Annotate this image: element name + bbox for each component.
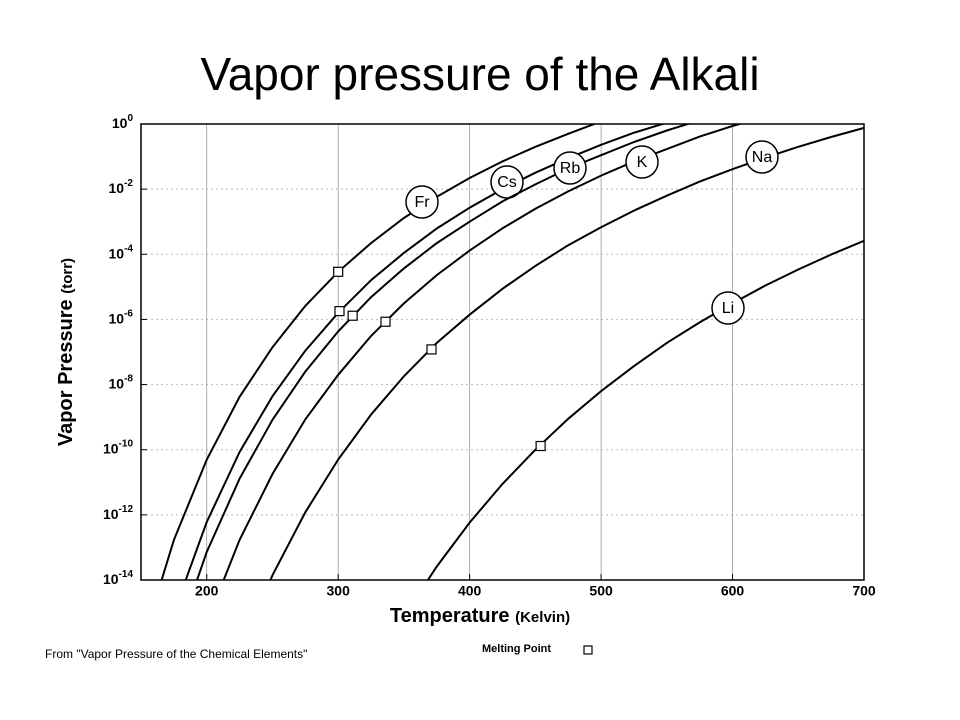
y-tick-base: 10 xyxy=(112,115,128,131)
y-tick-base: 10 xyxy=(103,440,119,456)
y-tick-label: 100 xyxy=(112,113,134,131)
y-tick-base: 10 xyxy=(109,245,125,261)
series-line xyxy=(222,124,744,580)
x-axis-label: Temperature (Kelvin) xyxy=(390,605,570,627)
source-note: From "Vapor Pressure of the Chemical Ele… xyxy=(45,647,307,661)
y-tick-exponent: -8 xyxy=(124,373,133,384)
plot-frame xyxy=(140,123,865,581)
y-tick-exponent: 0 xyxy=(127,113,133,124)
series-label: Cs xyxy=(497,174,517,191)
y-tick-exponent: -10 xyxy=(119,438,134,449)
series-label-circle xyxy=(711,291,745,325)
x-tick-label: 400 xyxy=(458,583,482,599)
y-label-text: Vapor Pressure xyxy=(55,299,77,446)
melting-point xyxy=(535,440,546,452)
series-line xyxy=(269,126,864,580)
x-tick-label: 500 xyxy=(589,583,613,599)
series-label-circle xyxy=(405,185,439,219)
x-label-text: Temperature xyxy=(390,605,510,627)
y-tick-label: 10-14 xyxy=(103,569,133,587)
y-tick-base: 10 xyxy=(109,310,125,326)
series-label: Na xyxy=(752,149,773,166)
series-label: Fr xyxy=(414,194,430,211)
y-label-unit: (torr) xyxy=(59,258,76,294)
legend-label: Melting Point xyxy=(482,643,551,655)
y-tick-exponent: -6 xyxy=(124,308,133,319)
y-tick-base: 10 xyxy=(103,571,119,587)
y-tick-label: 10-12 xyxy=(103,503,133,521)
series-line xyxy=(184,124,666,580)
melting-point xyxy=(426,344,437,355)
y-axis-label: Vapor Pressure (torr) xyxy=(55,258,77,446)
y-tick-base: 10 xyxy=(103,506,119,522)
x-tick-label: 300 xyxy=(327,583,351,599)
melting-point xyxy=(380,316,391,327)
y-tick-exponent: -2 xyxy=(124,178,133,189)
y-tick-exponent: -12 xyxy=(119,503,134,514)
series-label: K xyxy=(637,154,648,171)
series-line xyxy=(195,124,692,580)
x-label-unit: (Kelvin) xyxy=(515,609,570,626)
x-tick-label: 700 xyxy=(852,583,876,599)
melting-point xyxy=(333,266,344,277)
chart-title: Vapor pressure of the Alkali xyxy=(200,48,759,100)
melting-point xyxy=(347,310,358,321)
series-line xyxy=(426,239,864,580)
y-tick-label: 10-10 xyxy=(103,438,133,456)
series-line xyxy=(160,124,598,580)
legend-marker xyxy=(583,645,593,655)
series-label-circle xyxy=(625,145,659,179)
series-label: Rb xyxy=(560,160,581,177)
x-tick-label: 200 xyxy=(195,583,219,599)
y-tick-label: 10-2 xyxy=(109,178,134,196)
series-label-circle xyxy=(745,140,779,174)
y-tick-label: 10-6 xyxy=(109,308,134,326)
y-tick-base: 10 xyxy=(109,375,125,391)
series-label-circle xyxy=(553,151,587,185)
melting-point xyxy=(334,306,345,317)
y-tick-exponent: -4 xyxy=(124,243,133,254)
x-tick-label: 600 xyxy=(721,583,745,599)
y-tick-base: 10 xyxy=(109,180,125,196)
y-tick-exponent: -14 xyxy=(119,569,134,580)
series-label: Li xyxy=(722,300,734,317)
y-tick-label: 10-4 xyxy=(109,243,134,261)
y-tick-label: 10-8 xyxy=(109,373,134,391)
